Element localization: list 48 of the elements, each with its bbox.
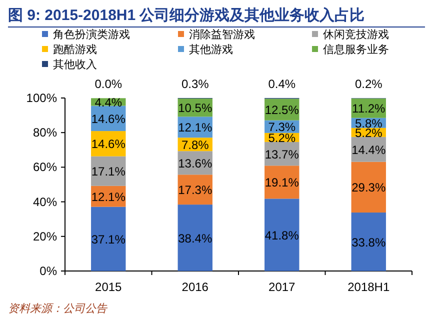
data-label: 0.3% (181, 77, 210, 91)
data-label: 10.5% (178, 101, 212, 116)
data-label: 12.1% (178, 120, 212, 135)
data-label: 14.4% (352, 142, 386, 157)
legend-label: 角色扮演类游戏 (53, 28, 130, 41)
y-tick-label: 20% (32, 229, 58, 244)
legend-label: 休闲竞技游戏 (323, 28, 389, 41)
y-tick-label: 0% (40, 264, 58, 278)
x-tick-label: 2015 (95, 280, 122, 294)
y-tick-label: 100% (26, 91, 58, 105)
data-label: 12.1% (91, 190, 126, 204)
data-label: 38.4% (178, 231, 212, 246)
data-label: 37.1% (91, 232, 126, 246)
data-label: 29.3% (352, 180, 386, 195)
legend-label: 其他游戏 (189, 43, 233, 56)
x-tick-label: 2018H1 (348, 280, 390, 294)
data-label: 0.4% (268, 77, 296, 91)
data-label: 7.8% (181, 138, 210, 152)
legend-label: 消除益智游戏 (189, 28, 255, 41)
data-label: 13.7% (264, 147, 300, 162)
y-tick-label: 80% (32, 126, 58, 140)
chart-title: 图 9: 2015-2018H1 公司细分游戏及其他业务收入占比 (8, 7, 365, 24)
data-label: 4.4% (94, 95, 122, 110)
data-label: 41.8% (264, 228, 300, 242)
x-tick-label: 2017 (268, 280, 296, 294)
bar (91, 206, 126, 271)
bar (351, 212, 386, 271)
data-label: 0.2% (354, 77, 383, 91)
data-label: 12.5% (264, 103, 300, 118)
x-tick-label: 2016 (182, 280, 209, 294)
data-label: 11.2% (352, 102, 386, 116)
data-label: 0.0% (94, 77, 122, 91)
data-label: 17.1% (91, 164, 126, 179)
y-tick-label: 60% (32, 160, 58, 174)
legend-label: 其他收入 (53, 58, 97, 71)
bar (264, 198, 300, 271)
data-label: 14.6% (91, 112, 126, 126)
data-label: 33.8% (352, 235, 386, 250)
bar (178, 204, 212, 271)
data-label: 19.1% (264, 176, 300, 190)
text: 资料来源：公司公告 (8, 302, 108, 315)
y-tick-label: 40% (32, 194, 58, 209)
legend-label: 跑酷游戏 (53, 43, 97, 56)
legend-label: 信息服务业务 (323, 43, 389, 56)
bar (351, 162, 386, 213)
data-label: 13.6% (178, 156, 212, 170)
data-label: 17.3% (178, 183, 212, 198)
data-label: 14.6% (91, 137, 126, 152)
